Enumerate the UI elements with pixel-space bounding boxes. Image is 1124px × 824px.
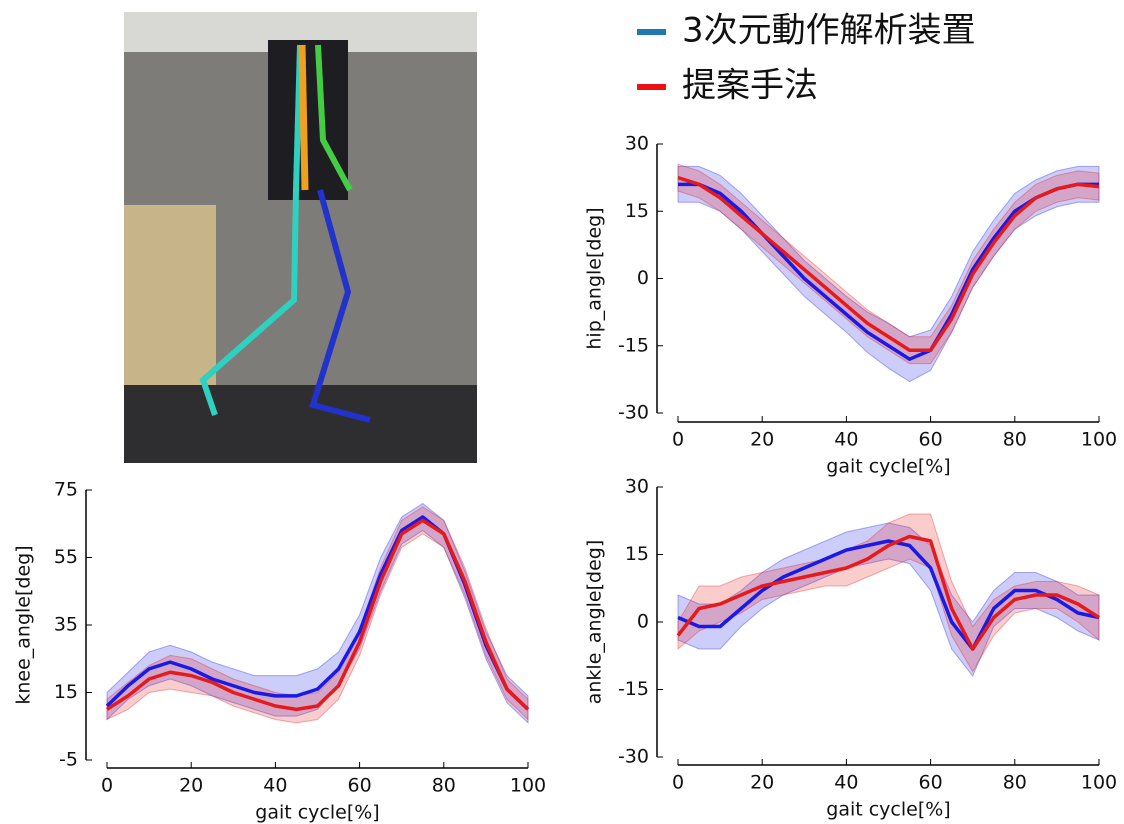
y-tick-label: 15 xyxy=(625,200,649,222)
y-tick-label: -30 xyxy=(618,402,649,424)
x-tick-label: 0 xyxy=(672,429,684,451)
x-tick-label: 80 xyxy=(1003,772,1027,794)
y-tick-label: 15 xyxy=(625,543,649,565)
series-line xyxy=(677,539,1100,651)
y-tick-label: -30 xyxy=(618,746,649,768)
x-tick-label: 0 xyxy=(672,772,684,794)
y-tick-label: -5 xyxy=(59,749,78,771)
std-band xyxy=(677,522,1100,677)
x-tick-label: 80 xyxy=(1003,429,1027,451)
std-band xyxy=(677,165,1100,383)
y-tick-label: 0 xyxy=(637,611,649,633)
x-tick-label: 60 xyxy=(348,775,372,797)
y-tick-label: -15 xyxy=(618,334,649,356)
y-tick-label: 0 xyxy=(637,267,649,289)
x-tick-label: 60 xyxy=(919,772,943,794)
series-line xyxy=(677,175,1100,352)
x-tick-label: 100 xyxy=(510,775,546,797)
x-tick-label: 20 xyxy=(179,775,203,797)
legend-label: 提案手法 xyxy=(682,66,818,106)
legend-label: 3次元動作解析装置 xyxy=(682,11,976,51)
std-band xyxy=(677,163,1100,365)
x-axis-label: gait cycle[%] xyxy=(826,456,950,478)
series-line xyxy=(106,518,530,712)
x-tick-label: 40 xyxy=(834,772,858,794)
photo xyxy=(124,12,477,463)
x-tick-label: 40 xyxy=(263,775,287,797)
y-axis-label: knee_angle[deg] xyxy=(13,545,35,704)
series-line xyxy=(676,534,1100,651)
x-tick-label: 0 xyxy=(101,775,113,797)
y-tick-label: 35 xyxy=(54,614,78,636)
std-band xyxy=(106,502,529,725)
x-axis-label: gait cycle[%] xyxy=(255,802,379,824)
x-tick-label: 20 xyxy=(750,772,774,794)
y-tick-label: 30 xyxy=(625,133,649,155)
std-band xyxy=(106,506,529,724)
x-tick-label: 40 xyxy=(834,429,858,451)
x-tick-label: 100 xyxy=(1081,772,1117,794)
y-tick-label: 55 xyxy=(54,546,78,568)
y-tick-label: 15 xyxy=(54,681,78,703)
std-band xyxy=(677,513,1100,673)
y-tick-label: -15 xyxy=(618,678,649,700)
y-tick-label: 30 xyxy=(625,476,649,498)
legend: 3次元動作解析装置 提案手法 xyxy=(637,11,976,106)
y-axis-label: ankle_angle[deg] xyxy=(584,540,606,705)
y-axis-label: hip_angle[deg] xyxy=(584,207,606,349)
x-axis-label: gait cycle[%] xyxy=(826,799,950,821)
y-tick-label: 75 xyxy=(54,479,78,501)
x-tick-label: 80 xyxy=(432,775,456,797)
x-tick-label: 100 xyxy=(1081,429,1117,451)
x-tick-label: 20 xyxy=(750,429,774,451)
x-tick-label: 60 xyxy=(919,429,943,451)
